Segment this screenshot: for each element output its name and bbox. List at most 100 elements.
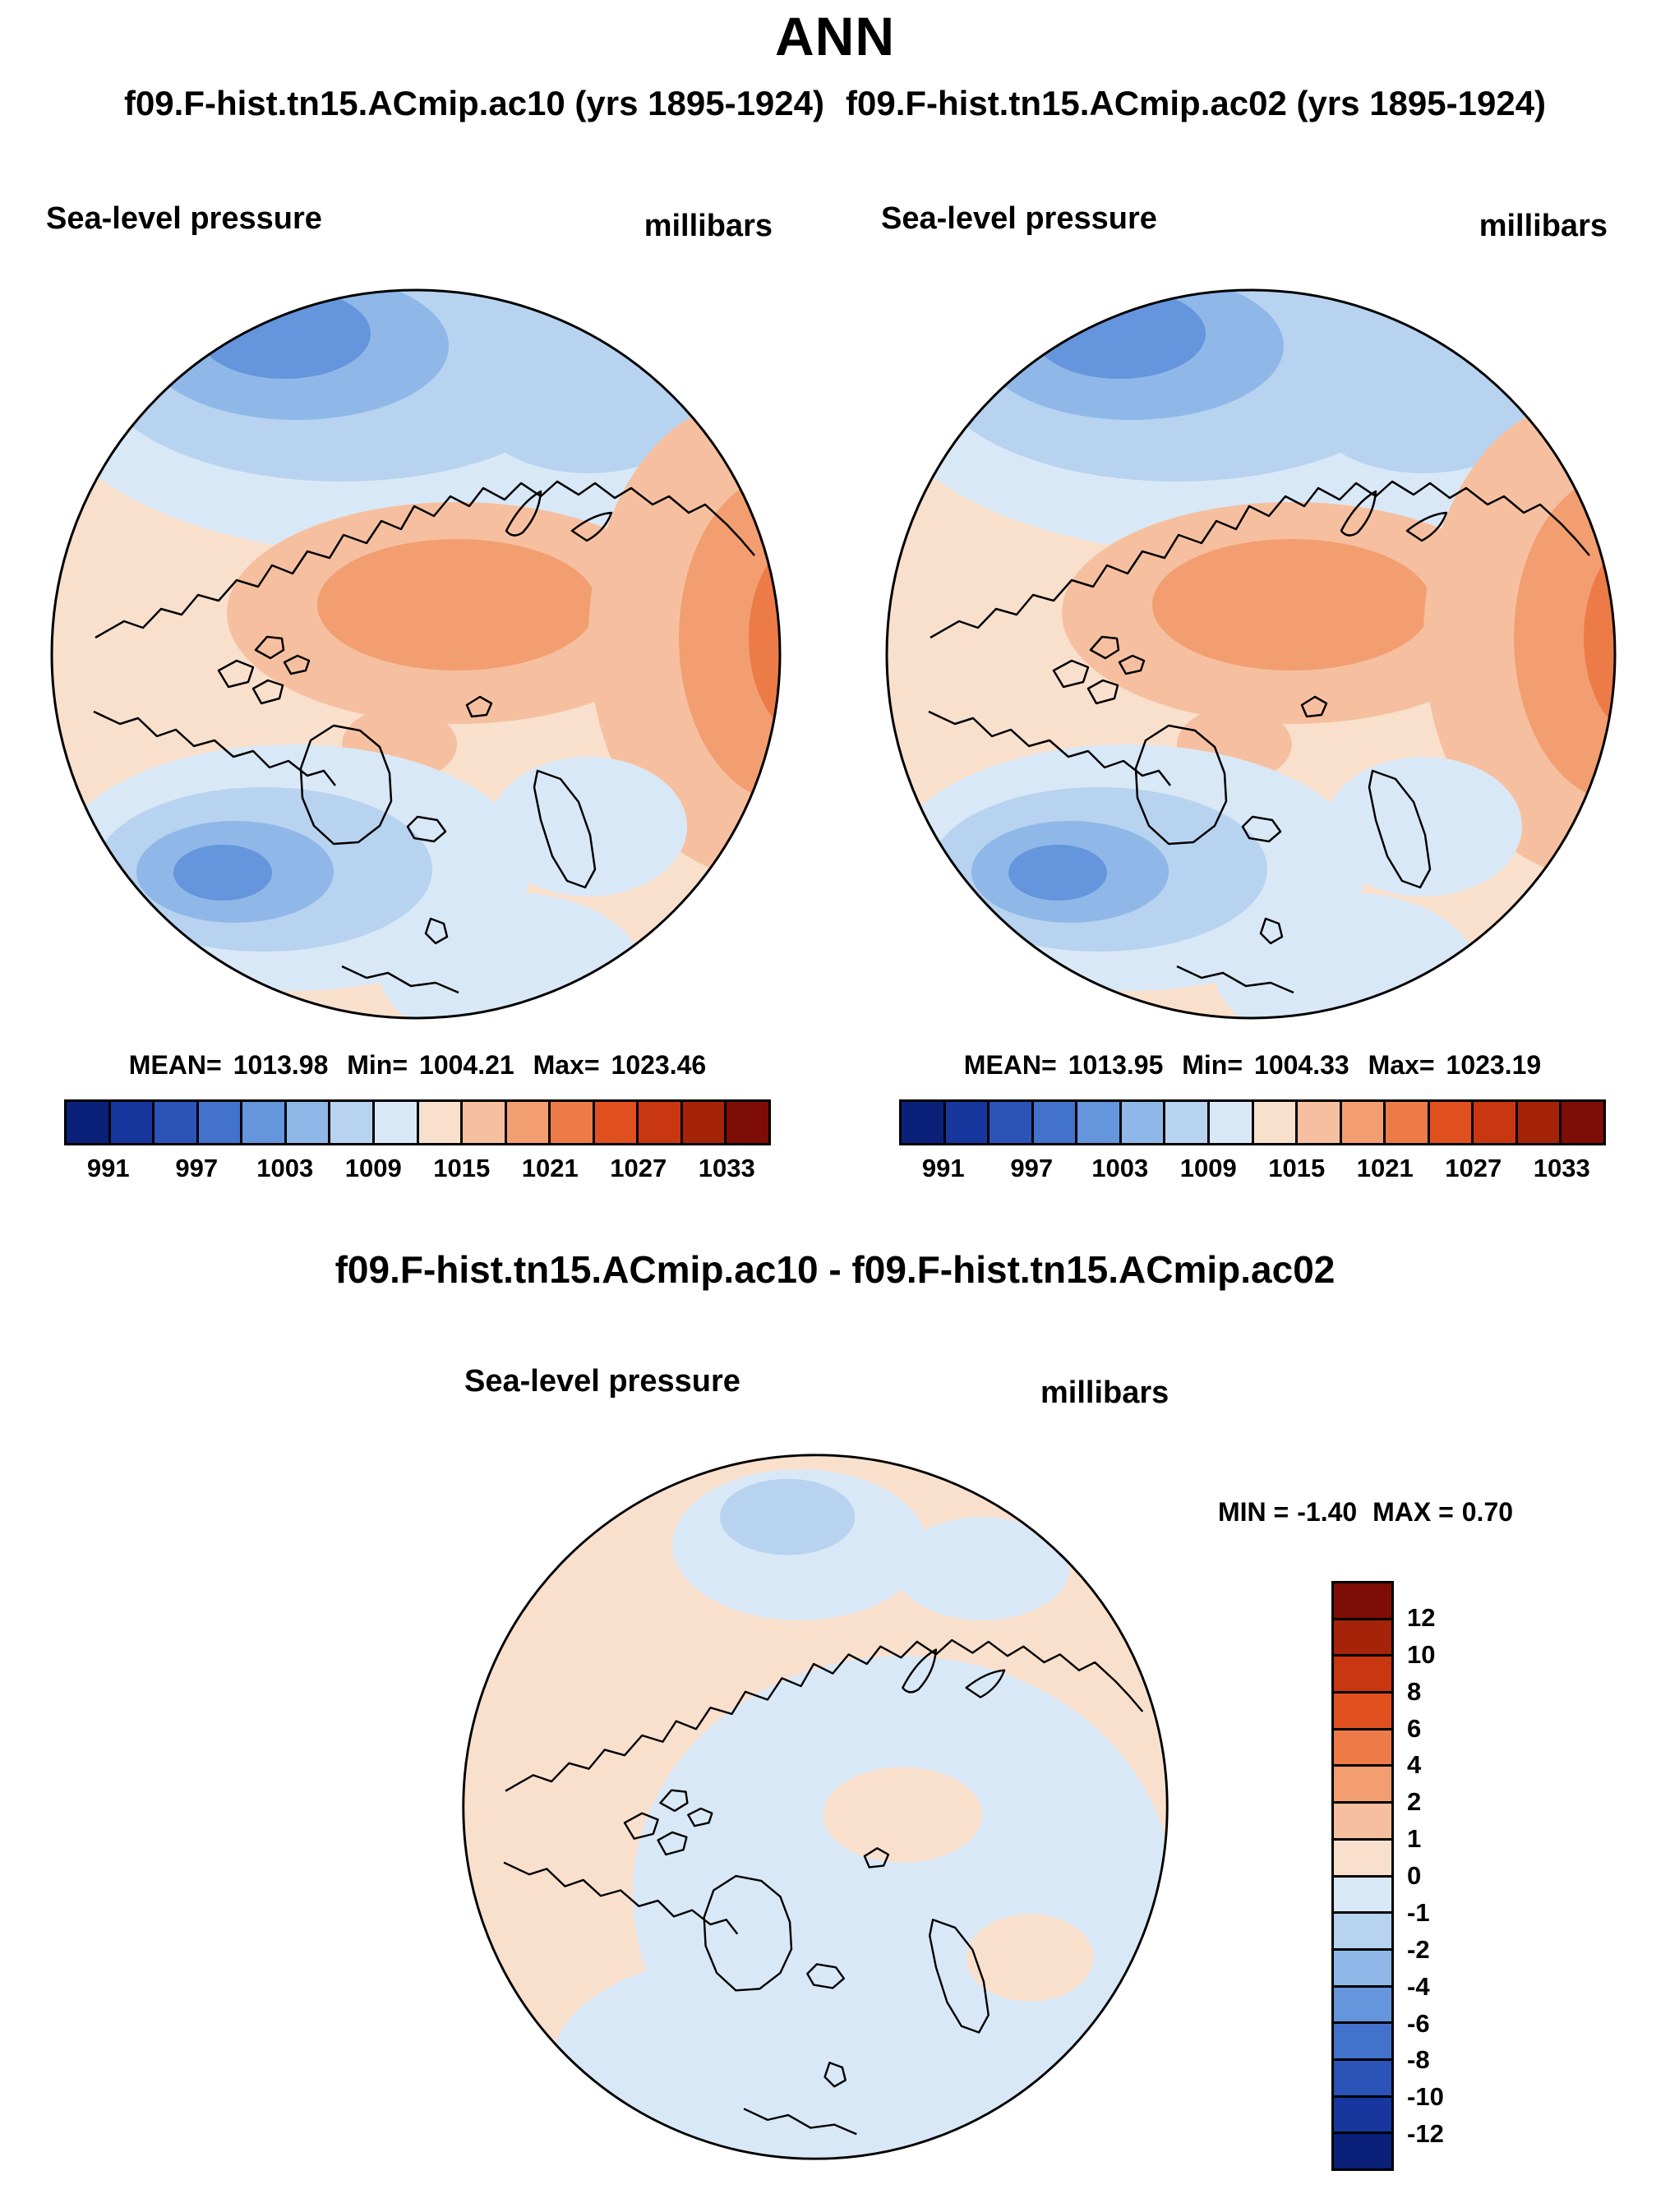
colorbar-segment [242, 1102, 287, 1143]
difference-title: f09.F-hist.tn15.ACmip.ac10 - f09.F-hist.… [334, 1248, 1336, 1291]
map-difference [462, 1454, 1169, 2160]
field-label-right: Sea-level pressure [881, 201, 1157, 236]
colorbar-segment [374, 1102, 419, 1143]
colorbar-tick-label: 8 [1407, 1676, 1422, 1706]
diff-minmax: MIN = -1.40 MAX = 0.70 [1218, 1497, 1521, 1528]
colorbar-left: 991 997 1003 1009 1015 1021 1027 1033 [64, 1099, 771, 1190]
colorbar-segment [551, 1102, 595, 1143]
colorbar-segment [1562, 1102, 1603, 1143]
colorbar-segment [1334, 1657, 1391, 1694]
colorbar-segment [1209, 1102, 1254, 1143]
colorbar-segment [945, 1102, 990, 1143]
colorbar-segment [1121, 1102, 1166, 1143]
colorbar-segment [1334, 1730, 1391, 1767]
colorbar-ticks: 991 997 1003 1009 1015 1021 1027 1033 [64, 1154, 771, 1190]
colorbar-segment [727, 1102, 768, 1143]
colorbar-tick-label: -4 [1407, 1971, 1430, 2001]
colorbar-tick-label: -10 [1407, 2082, 1444, 2112]
map-top-left [50, 288, 782, 1020]
map-top-right [885, 288, 1617, 1020]
colorbar-tick-label: 997 [175, 1154, 219, 1182]
colorbar-difference: 12 10 8 6 4 2 1 0 -1 -2 -4 -6 -8 -10 -12 [1331, 1581, 1444, 2171]
max-value: 1023.19 [1446, 1050, 1542, 1080]
colorbar-tick-label: 10 [1407, 1639, 1436, 1669]
colorbar-tick-label: 1021 [1356, 1154, 1414, 1182]
colorbar-boxes [899, 1099, 1606, 1145]
colorbar-boxes [64, 1099, 771, 1145]
colorbar-segment [418, 1102, 464, 1143]
colorbar-segment [1298, 1102, 1342, 1143]
colorbar-segment [1334, 1767, 1391, 1804]
field-label-diff: Sea-level pressure [464, 1364, 740, 1399]
colorbar-right: 991 997 1003 1009 1015 1021 1027 1033 [899, 1099, 1606, 1190]
colorbar-segment [1077, 1102, 1122, 1143]
colorbar-tick-label: 1009 [1179, 1154, 1237, 1182]
min-value: 1004.33 [1254, 1050, 1349, 1080]
colorbar-segment [1334, 1914, 1391, 1951]
min-value: 1004.21 [419, 1050, 514, 1080]
colorbar-segment [506, 1102, 551, 1143]
colorbar-tick-label: 1015 [433, 1154, 491, 1182]
colorbar-tick-label: 2 [1407, 1787, 1422, 1817]
colorbar-tick-label: -6 [1407, 2008, 1430, 2038]
colorbar-tick-label: 4 [1407, 1750, 1422, 1780]
colorbar-tick-label: -1 [1407, 1897, 1430, 1927]
colorbar-segment [67, 1102, 111, 1143]
colorbar-segment [594, 1102, 639, 1143]
colorbar-segment [1253, 1102, 1299, 1143]
colorbar-tick-label: 0 [1407, 1861, 1422, 1890]
colorbar-ticks: 991 997 1003 1009 1015 1021 1027 1033 [899, 1154, 1606, 1190]
difference-field [463, 1454, 1168, 2159]
colorbar-tick-label: 1009 [344, 1154, 402, 1182]
colorbar-segment [1334, 1987, 1391, 2025]
colorbar-segment [1334, 1620, 1391, 1657]
colorbar-tick-label: 1027 [610, 1154, 667, 1182]
colorbar-segment [463, 1102, 507, 1143]
colorbar-segment [1334, 1840, 1391, 1878]
colorbar-tick-label: 997 [1010, 1154, 1054, 1182]
colorbar-tick-label: 1003 [1091, 1154, 1149, 1182]
colorbar-segment [1334, 1583, 1391, 1620]
colorbar-tick-label: 1015 [1268, 1154, 1326, 1182]
stats-right: MEAN= 1013.95 Min= 1004.33 Max= 1023.19 [835, 1050, 1670, 1081]
colorbar-segment [902, 1102, 946, 1143]
subtitle-right: f09.F-hist.tn15.ACmip.ac02 (yrs 1895-192… [846, 84, 1547, 122]
panel-top-right: Sea-level pressure millibars MEAN= 1013.9… [835, 0, 1670, 1249]
colorbar-segment [1033, 1102, 1078, 1143]
colorbar-segment [1334, 1950, 1391, 1988]
mean-label: MEAN= [128, 1050, 222, 1080]
units-label-right: millibars [1479, 209, 1608, 243]
max-label: Max= [1368, 1050, 1435, 1080]
colorbar-segment [639, 1102, 683, 1143]
colorbar-tick-label: 1021 [521, 1154, 579, 1182]
mean-value: 1013.95 [1068, 1050, 1164, 1080]
max-value: 1023.46 [611, 1050, 707, 1080]
max-label: Max= [533, 1050, 600, 1080]
colorbar-segment [330, 1102, 375, 1143]
colorbar-tick-label: 1003 [256, 1154, 314, 1182]
colorbar-segment [1341, 1102, 1386, 1143]
colorbar-segment [990, 1102, 1034, 1143]
figure-title: ANN [775, 6, 895, 67]
mean-value: 1013.98 [233, 1050, 329, 1080]
subtitle-left: f09.F-hist.tn15.ACmip.ac10 (yrs 1895-192… [123, 84, 824, 122]
colorbar-segment [1334, 2097, 1391, 2135]
diff-max-label: MAX = [1372, 1497, 1454, 1527]
colorbar-segment [286, 1102, 331, 1143]
colorbar-tick-label: 6 [1407, 1713, 1422, 1743]
colorbar-segment [1517, 1102, 1562, 1143]
colorbar-tick-label: 12 [1407, 1602, 1436, 1632]
colorbar-segment [1334, 1877, 1391, 1915]
colorbar-tick-label: -2 [1407, 1934, 1430, 1964]
colorbar-boxes [1331, 1581, 1394, 2171]
field-label-left: Sea-level pressure [46, 201, 322, 236]
diff-min-value: -1.40 [1297, 1497, 1358, 1527]
colorbar-tick-label: 991 [86, 1154, 130, 1182]
units-label-left: millibars [644, 209, 773, 243]
colorbar-segment [1334, 1694, 1391, 1730]
colorbar-tick-label: -12 [1407, 2119, 1444, 2149]
units-label-diff: millibars [1040, 1376, 1169, 1410]
colorbar-tick-label: 1 [1407, 1824, 1422, 1854]
colorbar-segment [1334, 2134, 1391, 2168]
